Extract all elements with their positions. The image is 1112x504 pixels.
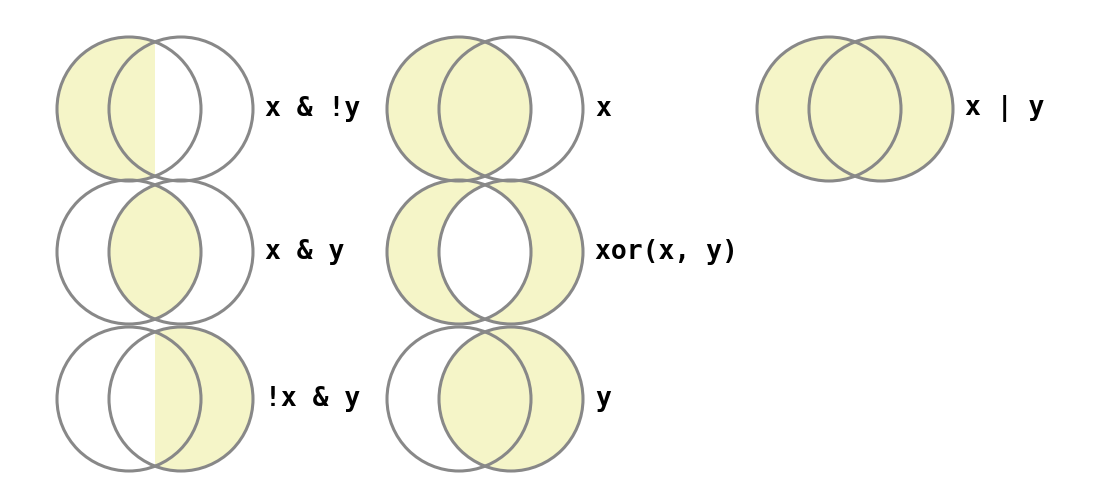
Circle shape bbox=[387, 37, 532, 181]
Circle shape bbox=[810, 37, 953, 181]
Circle shape bbox=[439, 327, 583, 471]
Circle shape bbox=[757, 37, 901, 181]
Text: x | y: x | y bbox=[965, 95, 1044, 122]
Polygon shape bbox=[155, 327, 254, 471]
Polygon shape bbox=[439, 185, 532, 319]
Polygon shape bbox=[57, 37, 155, 181]
Text: xor(x, y): xor(x, y) bbox=[595, 239, 738, 265]
Text: x: x bbox=[595, 96, 610, 122]
Text: x & !y: x & !y bbox=[265, 96, 360, 122]
Circle shape bbox=[439, 180, 583, 324]
Circle shape bbox=[387, 180, 532, 324]
Polygon shape bbox=[109, 185, 201, 319]
Text: !x & y: !x & y bbox=[265, 386, 360, 412]
Text: x & y: x & y bbox=[265, 239, 345, 265]
Text: y: y bbox=[595, 386, 610, 412]
